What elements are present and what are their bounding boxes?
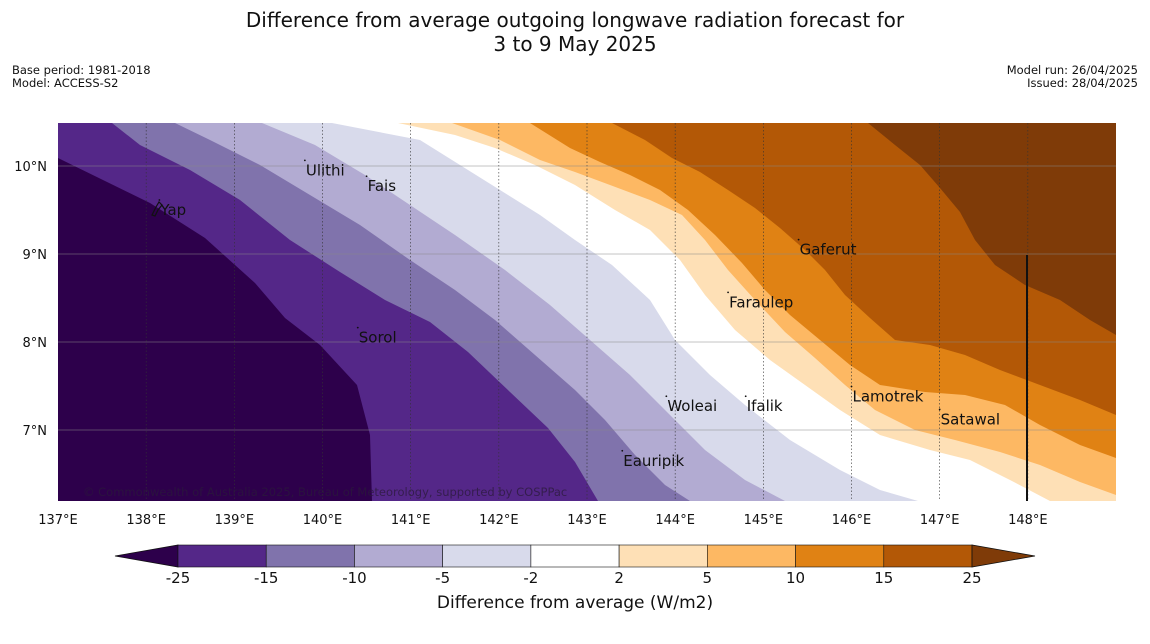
place-label-fais: Fais bbox=[368, 177, 397, 195]
issued-date: Issued: 28/04/2025 bbox=[1027, 76, 1138, 90]
colorbar-box bbox=[442, 544, 532, 568]
lon-tick-label: 140°E bbox=[303, 513, 343, 528]
band-gt-25 bbox=[868, 123, 1116, 335]
colorbar-right-extension bbox=[971, 544, 1036, 568]
lat-tick-label: 8°N bbox=[23, 336, 48, 351]
meta-right: Model run: 26/04/2025 Issued: 28/04/2025 bbox=[1007, 64, 1138, 90]
lon-tick-label: 146°E bbox=[832, 513, 872, 528]
place-marker bbox=[727, 291, 729, 294]
model-run: Model run: 26/04/2025 bbox=[1006, 63, 1138, 77]
lon-tick-label: 143°E bbox=[567, 513, 607, 528]
place-label-sorol: Sorol bbox=[359, 329, 397, 347]
latitude-lines bbox=[58, 165, 1116, 431]
place-marker bbox=[356, 326, 359, 329]
colorbar-box bbox=[883, 544, 973, 568]
place-label-eauripik: Eauripik bbox=[623, 452, 684, 470]
place-marker bbox=[303, 159, 306, 162]
lon-tick-label: 148°E bbox=[1008, 513, 1048, 528]
colorbar-tick-label: 25 bbox=[962, 569, 981, 587]
lat-tick-label: 10°N bbox=[14, 160, 47, 175]
colorbar-tick-label: -15 bbox=[254, 569, 279, 587]
place-label-gaferut: Gaferut bbox=[800, 241, 857, 259]
model-name: Model: ACCESS-S2 bbox=[12, 76, 119, 90]
meta-left: Base period: 1981-2018 Model: ACCESS-S2 bbox=[12, 64, 151, 90]
place-label-yap: Yap bbox=[159, 201, 186, 219]
map-title: Difference from average outgoing longwav… bbox=[0, 8, 1150, 56]
copyright-text: © Commonwealth of Australia 2025, Bureau… bbox=[83, 485, 567, 499]
place-label-satawal: Satawal bbox=[941, 410, 1000, 428]
colorbar-box bbox=[618, 544, 708, 568]
place-labels: Ulithi Fais Yap Gaferut Faraulep Sorol Lamotre… bbox=[158, 159, 1000, 470]
colorbar-label: Difference from average (W/m2) bbox=[436, 593, 714, 613]
colorbar: -25 -15 -10 -5 -2 2 5 10 15 25 bbox=[114, 544, 1036, 587]
lon-tick-label: 142°E bbox=[479, 513, 519, 528]
colorbar-tick-label: 2 bbox=[614, 569, 624, 587]
place-marker bbox=[938, 408, 941, 411]
longitude-tick-labels: 137°E 138°E 139°E 140°E 141°E 142°E 143°E 144°E… bbox=[38, 513, 1047, 528]
place-label-lamotrek: Lamotrek bbox=[853, 388, 924, 406]
colorbar-tick-label: -2 bbox=[523, 569, 538, 587]
place-marker bbox=[744, 395, 747, 398]
lon-tick-label: 139°E bbox=[215, 513, 255, 528]
place-marker bbox=[665, 395, 668, 398]
place-label-ulithi: Ulithi bbox=[306, 161, 345, 179]
colorbar-tick-label: 10 bbox=[786, 569, 805, 587]
latitude-tick-labels: 10°N 9°N 8°N 7°N bbox=[14, 160, 47, 439]
place-marker bbox=[797, 238, 800, 241]
place-marker bbox=[621, 449, 624, 452]
colorbar-box bbox=[265, 544, 355, 568]
graticule bbox=[145, 123, 1029, 501]
lon-tick-label: 144°E bbox=[655, 513, 695, 528]
title-line-2: 3 to 9 May 2025 bbox=[493, 32, 657, 56]
lon-tick-label: 145°E bbox=[744, 513, 784, 528]
colorbar-box bbox=[795, 544, 885, 568]
colorbar-tick-label: -10 bbox=[342, 569, 367, 587]
place-marker bbox=[365, 175, 368, 178]
place-label-faraulep: Faraulep bbox=[729, 293, 793, 311]
colorbar-box bbox=[354, 544, 443, 568]
place-marker bbox=[850, 385, 853, 388]
colorbar-tick-label: -25 bbox=[166, 569, 191, 587]
place-marker bbox=[158, 199, 161, 201]
colorbar-box bbox=[707, 544, 796, 568]
colorbar-box bbox=[530, 544, 620, 568]
lon-tick-label: 137°E bbox=[38, 513, 78, 528]
yap-island bbox=[151, 201, 163, 217]
place-label-ifalik: Ifalik bbox=[747, 397, 783, 415]
lon-tick-label: 147°E bbox=[920, 513, 960, 528]
colorbar-box bbox=[177, 544, 267, 568]
lat-tick-label: 7°N bbox=[23, 424, 48, 439]
place-label-woleai: Woleai bbox=[667, 397, 717, 415]
lon-tick-label: 138°E bbox=[126, 513, 166, 528]
colorbar-tick-label: 15 bbox=[874, 569, 893, 587]
lon-tick-label: 141°E bbox=[391, 513, 431, 528]
colorbar-tick-label: 5 bbox=[703, 569, 713, 587]
base-period: Base period: 1981-2018 bbox=[12, 63, 151, 77]
colorbar-tick-label: -5 bbox=[435, 569, 450, 587]
colorbar-left-extension bbox=[114, 544, 179, 568]
title-line-1: Difference from average outgoing longwav… bbox=[245, 8, 905, 32]
lat-tick-label: 9°N bbox=[23, 248, 48, 263]
